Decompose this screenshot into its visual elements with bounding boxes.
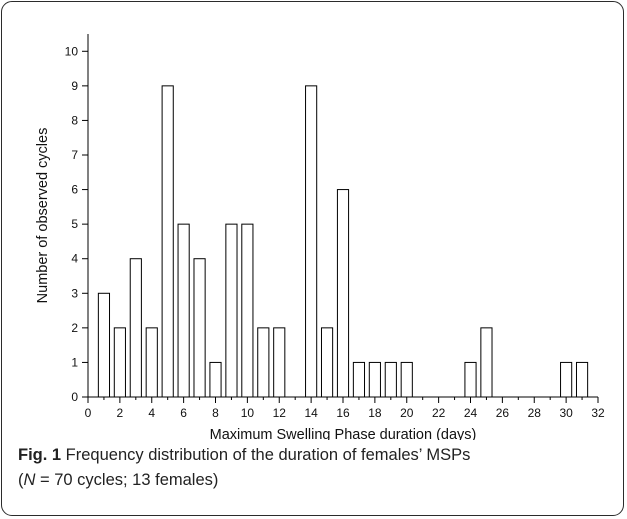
bar-day-31 bbox=[575, 361, 589, 398]
x-tick-label: 20 bbox=[400, 406, 414, 420]
bar-day-18 bbox=[368, 361, 381, 398]
bar-day-24 bbox=[464, 361, 477, 398]
y-tick-label: 5 bbox=[71, 217, 78, 231]
x-tick-label: 22 bbox=[432, 406, 446, 420]
x-tick-label: 0 bbox=[85, 406, 92, 420]
bars-layer bbox=[97, 85, 589, 398]
bar-day-7 bbox=[193, 258, 206, 398]
y-tick-label: 2 bbox=[71, 321, 78, 335]
bar-day-14 bbox=[305, 85, 318, 398]
bar-day-19 bbox=[384, 361, 397, 398]
x-tick-label: 30 bbox=[559, 406, 573, 420]
x-tick-label: 6 bbox=[180, 406, 187, 420]
bar-day-16 bbox=[336, 189, 350, 398]
figure-label: Fig. 1 bbox=[18, 446, 62, 464]
x-tick-label: 8 bbox=[212, 406, 219, 420]
x-tick-label: 26 bbox=[496, 406, 510, 420]
bar-day-8 bbox=[209, 361, 222, 398]
bar-day-20 bbox=[400, 361, 413, 398]
y-tick-label: 6 bbox=[71, 183, 78, 197]
y-tick-label: 7 bbox=[71, 148, 78, 162]
caption-n-symbol: N bbox=[23, 471, 36, 489]
bar-chart: 0 2 4 6 8 10 12 14 16 18 20 22 24 26 28 30 3201234567891… bbox=[35, 34, 605, 440]
x-tick-label: 2 bbox=[117, 406, 124, 420]
caption-open-paren: ( bbox=[18, 471, 24, 489]
x-tick-label: 14 bbox=[304, 406, 318, 420]
x-tick-label: 24 bbox=[464, 406, 478, 420]
x-tick-label: 4 bbox=[148, 406, 155, 420]
bar-day-12 bbox=[273, 327, 286, 398]
x-tick-label: 10 bbox=[241, 406, 255, 420]
caption-line-2: = 70 cycles; 13 females) bbox=[35, 471, 219, 489]
bar-day-1 bbox=[97, 292, 111, 398]
bar-day-10 bbox=[241, 223, 254, 398]
x-tick-label: 12 bbox=[273, 406, 287, 420]
bar-day-5 bbox=[161, 85, 174, 398]
bar-day-3 bbox=[129, 258, 142, 398]
y-axis-title: Number of observed cycles bbox=[35, 128, 51, 304]
x-tick-label: 32 bbox=[591, 406, 605, 420]
x-tick-label: 18 bbox=[368, 406, 382, 420]
y-tick-label: 1 bbox=[71, 355, 78, 369]
y-tick-label: 10 bbox=[65, 44, 79, 58]
figure-caption: Fig. 1 Frequency distribution of the dur… bbox=[18, 443, 610, 493]
bar-day-9 bbox=[225, 223, 238, 398]
bar-day-6 bbox=[177, 223, 190, 398]
x-tick-label: 16 bbox=[336, 406, 350, 420]
bar-day-17 bbox=[352, 361, 366, 398]
bar-day-2 bbox=[113, 327, 126, 398]
y-tick-label: 8 bbox=[71, 113, 78, 127]
bar-day-15 bbox=[320, 327, 334, 398]
bar-day-25 bbox=[480, 327, 493, 398]
bar-day-30 bbox=[560, 361, 573, 398]
caption-line-1: Frequency distribution of the duration o… bbox=[61, 446, 471, 464]
bar-day-11 bbox=[257, 327, 270, 398]
x-axis-title: Maximum Swelling Phase duration (days) bbox=[210, 427, 477, 440]
x-tick-label: 28 bbox=[528, 406, 542, 420]
y-tick-label: 3 bbox=[71, 286, 78, 300]
y-tick-label: 0 bbox=[71, 390, 78, 404]
y-tick-label: 4 bbox=[71, 252, 78, 266]
bar-day-4 bbox=[145, 327, 158, 398]
y-tick-label: 9 bbox=[71, 79, 78, 93]
ticks-layer: 0 2 4 6 8 10 12 14 16 18 20 22 24 26 28 30 3201234567891… bbox=[65, 44, 605, 420]
